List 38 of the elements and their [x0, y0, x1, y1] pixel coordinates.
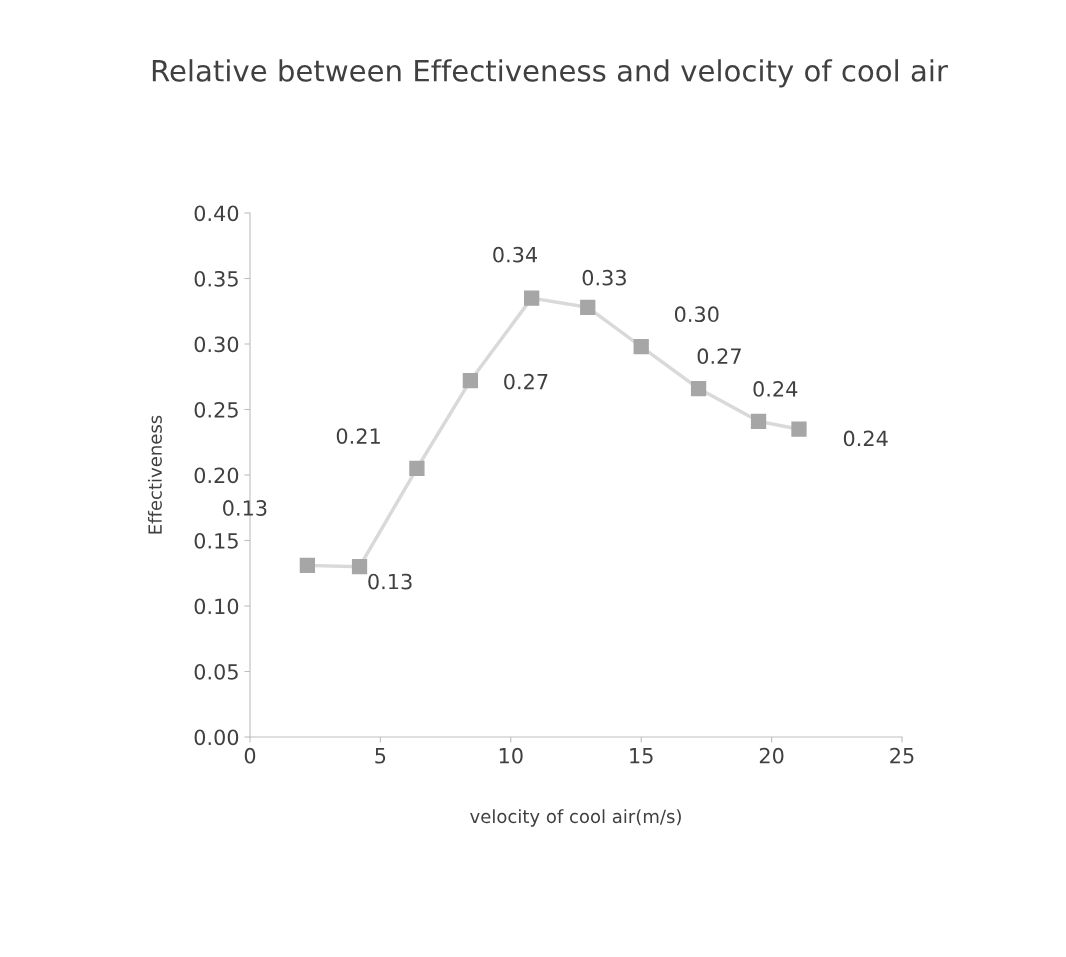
y-tick-label: 0.30: [194, 336, 239, 353]
point: [299, 557, 316, 574]
y-tick-label: 0.35: [194, 270, 238, 287]
x-tick-label: 5: [375, 748, 386, 764]
point: [409, 460, 425, 477]
y-axis-title: Effectiveness: [147, 415, 162, 534]
x-tick-label: 15: [630, 748, 653, 764]
x-tick-label: 20: [759, 747, 784, 764]
point: [462, 373, 479, 389]
y-tick-label: 0.10: [194, 598, 239, 615]
x-tick-label: 10: [499, 747, 523, 764]
data-label: 0.24: [753, 381, 798, 397]
data-label: 0.34: [493, 246, 538, 263]
data-label: 0.30: [674, 306, 719, 323]
point: [524, 290, 540, 306]
y-tick-label: 0.15: [194, 532, 238, 549]
point: [351, 559, 368, 575]
data-label: 0.13: [223, 500, 267, 516]
x-tick-label: 0: [244, 747, 256, 764]
data-label: 0.33: [582, 269, 626, 286]
y-tick-label: 0.40: [194, 205, 239, 222]
y-tick-label: 0.00: [194, 729, 239, 746]
point: [791, 421, 807, 437]
point: [633, 338, 649, 355]
point: [690, 380, 707, 397]
point: [750, 413, 767, 429]
x-tick-label: 25: [890, 747, 914, 764]
y-tick-label: 0.20: [194, 467, 239, 484]
data-label: 0.21: [336, 428, 380, 444]
x-axis-title: velocity of cool air(m/s): [470, 809, 681, 827]
chart-title: Relative between Effectiveness and velocity of cool air: [152, 59, 948, 88]
y-tick-label: 0.05: [194, 663, 238, 680]
data-label: 0.24: [843, 430, 888, 447]
point: [580, 299, 596, 315]
data-label: 0.13: [368, 573, 412, 590]
y-tick-label: 0.25: [194, 401, 238, 418]
data-label: 0.27: [697, 348, 741, 365]
data-label: 0.27: [504, 373, 548, 390]
